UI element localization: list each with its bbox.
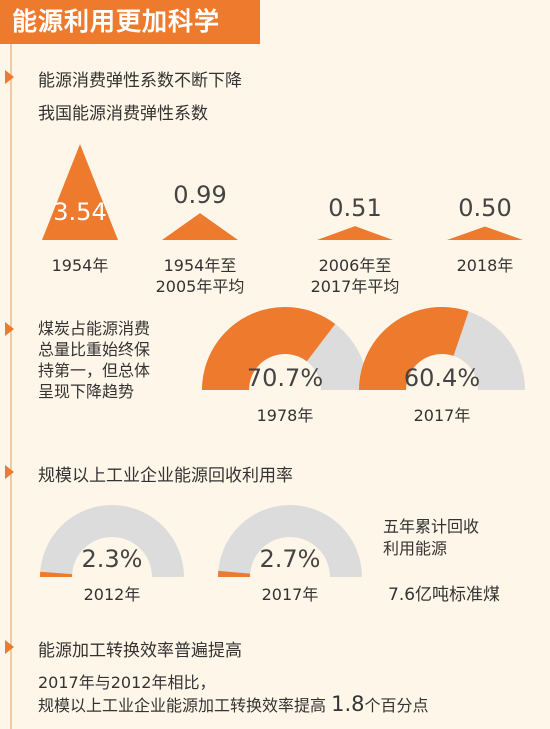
recovery-note-line: 五年累计回收 [383, 517, 480, 536]
timeline-rule [10, 44, 12, 729]
gauge-year-label: 2017年 [413, 406, 471, 425]
section2-heading-line: 持第一，但总体 [38, 361, 151, 380]
elasticity-bar [317, 226, 393, 240]
gauge-value-label: 70.7% [246, 364, 324, 392]
gauge-year-label: 1978年 [256, 406, 314, 425]
elasticity-value-label: 3.54 [53, 198, 107, 226]
section4-line2-suffix: 个百分点 [364, 696, 429, 715]
section4-line2: 规模以上工业企业能源加工转换效率提高 1.8个百分点 [38, 692, 429, 716]
section2-heading-line: 煤炭占能源消费 [38, 319, 151, 338]
efficiency-gain-value: 1.8 [331, 692, 365, 716]
section3-heading: 规模以上工业企业能源回收利用率 [38, 466, 293, 486]
section-bullet-icon [5, 70, 14, 84]
gauge-value-label: 2.7% [259, 545, 321, 573]
elasticity-category-label: 2017年平均 [310, 277, 400, 296]
section1-heading: 能源消费弹性系数不断下降 [38, 71, 242, 91]
section2-heading-line: 总量比重始终保 [38, 340, 151, 359]
gauge-track [218, 505, 362, 577]
elasticity-category-label: 1954年 [51, 256, 109, 275]
gauge-fill [359, 307, 469, 390]
section4-line1: 2017年与2012年相比， [38, 673, 216, 692]
section-bullet-icon [5, 322, 14, 336]
gauge-fill [218, 570, 251, 577]
gauge-value-label: 2.3% [81, 545, 143, 573]
elasticity-value-label: 0.50 [458, 194, 512, 223]
elasticity-bar [42, 144, 118, 240]
gauge-value-label: 60.4% [403, 364, 481, 392]
elasticity-bar [162, 213, 238, 240]
section1-subheading: 我国能源消费弹性系数 [38, 104, 208, 124]
elasticity-category-label: 2006年至 [318, 256, 392, 275]
section2-heading-line: 呈现下降趋势 [38, 382, 135, 401]
section4-line2-prefix: 规模以上工业企业能源加工转换效率提高 [38, 696, 332, 715]
section-bullet-icon [5, 640, 14, 654]
elasticity-value-label: 0.99 [173, 181, 227, 210]
gauge-track [40, 505, 184, 577]
elasticity-category-label: 2018年 [456, 256, 514, 275]
section4-heading: 能源加工转换效率普遍提高 [38, 641, 242, 661]
elasticity-category-label: 2005年平均 [155, 277, 245, 296]
elasticity-bar [447, 226, 523, 240]
elasticity-value-label: 0.51 [328, 194, 382, 223]
gauge-year-label: 2012年 [83, 585, 141, 604]
gauge-fill [202, 307, 336, 390]
recovery-total-value: 7.6亿吨标准煤 [388, 585, 501, 605]
section2-heading: 煤炭占能源消费 总量比重始终保 持第一，但总体 呈现下降趋势 [38, 318, 150, 402]
gauge-fill [40, 571, 73, 577]
gauge-year-label: 2017年 [261, 585, 319, 604]
section-bullet-icon [5, 465, 14, 479]
recovery-note: 五年累计回收 利用能源 [383, 516, 479, 560]
elasticity-category-label: 1954年至 [163, 256, 237, 275]
page-title: 能源利用更加科学 [0, 0, 260, 44]
recovery-note-line: 利用能源 [383, 539, 448, 558]
